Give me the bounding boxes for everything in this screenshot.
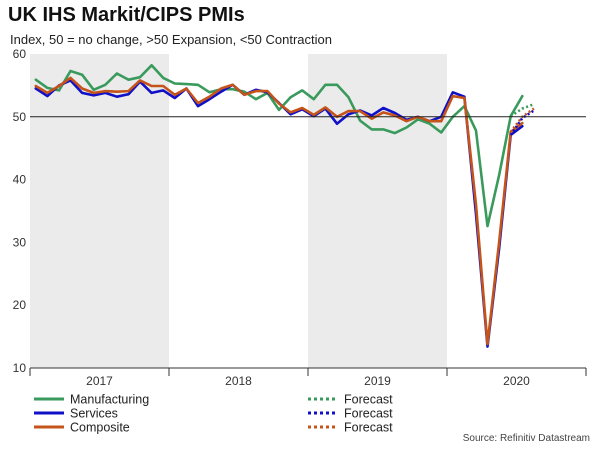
- series-line-composite: [34, 76, 524, 346]
- series-lines: [30, 64, 586, 348]
- chart-subtitle: Index, 50 = no change, >50 Expansion, <5…: [10, 32, 332, 47]
- forecast-line-manufacturing: [509, 102, 535, 118]
- y-tick-label: 50: [13, 110, 27, 124]
- chart-title: UK IHS Markit/CIPS PMIs: [8, 4, 245, 26]
- x-tick-label: 2017: [86, 374, 113, 388]
- shading-2019: [308, 54, 447, 368]
- legend-label: Forecast: [344, 393, 393, 407]
- y-tick-label: 20: [13, 298, 27, 312]
- x-tick-label: 2019: [364, 374, 391, 388]
- y-tick-label: 10: [13, 361, 27, 375]
- source-note: Source: Refinitiv Datastream: [462, 433, 590, 444]
- legend-label: Composite: [70, 421, 130, 435]
- legend-label: Services: [70, 407, 118, 421]
- y-tick-label: 30: [13, 235, 27, 249]
- year-shading: [30, 54, 447, 368]
- x-tick-label: 2018: [225, 374, 252, 388]
- y-tick-label: 60: [13, 47, 27, 61]
- legend-label: Forecast: [344, 407, 393, 421]
- legend-label: Manufacturing: [70, 393, 149, 407]
- axes: 10 20 30 40 50 60 2017 2018 2019 2020: [13, 47, 587, 388]
- legend-label: Forecast: [344, 421, 393, 435]
- y-tick-label: 40: [13, 173, 27, 187]
- shading-2017: [30, 54, 169, 368]
- series-line-manufacturing: [34, 64, 524, 228]
- legend: Manufacturing Forecast Services Forecast Com…: [34, 393, 393, 435]
- x-tick-label: 2020: [503, 374, 530, 388]
